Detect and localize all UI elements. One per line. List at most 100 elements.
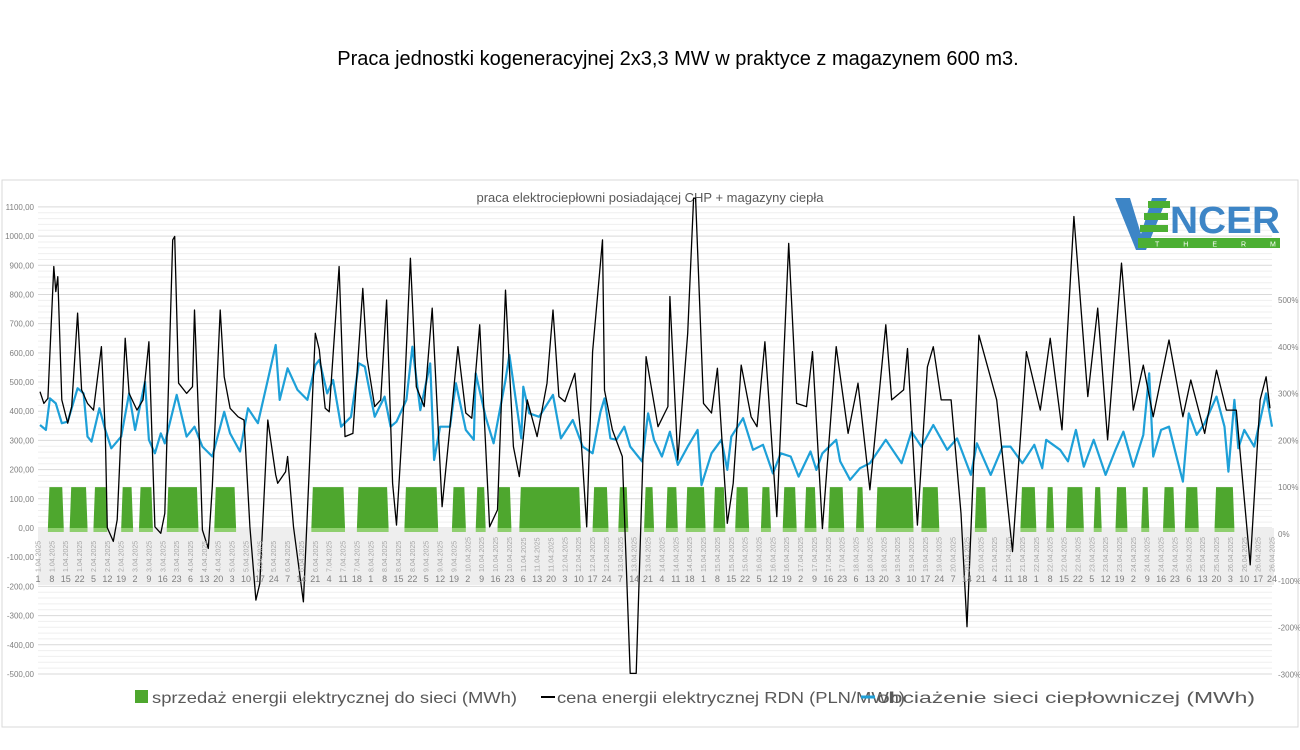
x-hour-label: 20: [546, 574, 556, 584]
sales-block: [1046, 487, 1055, 528]
sales-tick-marks: [665, 528, 678, 532]
legend-item-price[interactable]: cena energii elektrycznej RDN (PLN/MWh): [541, 690, 905, 707]
x-date-label: 11.04.2025: [549, 537, 556, 572]
x-hour-label: 19: [1114, 574, 1124, 584]
sales-block: [1115, 487, 1128, 528]
x-hour-label: 6: [188, 574, 193, 584]
sales-tick-marks: [451, 528, 466, 532]
sales-tick-marks: [214, 528, 237, 532]
x-date-label: 19.04.2025: [909, 537, 916, 572]
x-hour-label: 23: [1170, 574, 1180, 584]
x-date-label: 22.04.2025: [1075, 537, 1082, 572]
sales-block: [451, 487, 466, 528]
y-left-tick-label: 700,00: [10, 320, 35, 329]
sales-block: [856, 487, 864, 528]
sales-tick-marks: [69, 528, 88, 532]
sales-tick-marks: [804, 528, 817, 532]
x-date-label: 2.04.2025: [119, 541, 126, 572]
x-hour-label: 14: [296, 574, 306, 584]
y-right-tick-label: 0%: [1278, 530, 1290, 539]
x-date-label: 2.04.2025: [91, 541, 98, 572]
sales-block: [69, 487, 88, 528]
x-hour-label: 10: [241, 574, 251, 584]
x-hour-label: 8: [382, 574, 387, 584]
x-date-label: 22.04.2025: [1062, 537, 1069, 572]
x-date-label: 23.04.2025: [1089, 537, 1096, 572]
x-hour-label: 12: [435, 574, 445, 584]
x-hour-label: 9: [479, 574, 484, 584]
sales-block: [214, 487, 237, 528]
x-date-label: 26.04.2025: [1242, 537, 1249, 572]
y-left-tick-label: -500,00: [7, 670, 35, 679]
x-hour-label: 11: [338, 574, 347, 584]
sales-tick-marks: [1093, 528, 1102, 532]
x-hour-label: 9: [146, 574, 151, 584]
x-date-label: 18.04.2025: [854, 537, 861, 572]
y-axis-right: 500% 400% 300% 200% 100% 0% -100% -200% -300%: [1278, 296, 1300, 679]
x-date-label: 22.04.2025: [1034, 537, 1041, 572]
x-date-label: 12.04.2025: [576, 537, 583, 572]
sales-tick-marks: [1115, 528, 1128, 532]
x-date-label: 25.04.2025: [1186, 537, 1193, 572]
x-axis-labels: 1.04.202511.04.202581.04.2025151.04.2025…: [35, 537, 1277, 584]
sales-block: [735, 487, 750, 528]
x-hour-label: 12: [768, 574, 778, 584]
sales-block: [644, 487, 655, 528]
sales-tick-marks: [1214, 528, 1235, 532]
x-hour-label: 22: [740, 574, 750, 584]
sales-tick-marks: [875, 528, 914, 532]
x-hour-label: 13: [199, 574, 209, 584]
x-hour-label: 14: [962, 574, 972, 584]
sales-tick-marks: [1066, 528, 1084, 532]
x-date-label: 8.04.2025: [382, 541, 389, 572]
sales-block: [1163, 487, 1175, 528]
x-hour-label: 23: [837, 574, 847, 584]
legend: sprzedaż energii elektrycznej do sieci (…: [135, 690, 1255, 707]
sales-block: [974, 487, 987, 528]
x-hour-label: 9: [1145, 574, 1150, 584]
x-hour-label: 18: [1017, 574, 1027, 584]
sales-tick-marks: [1020, 528, 1037, 532]
legend-item-heat[interactable]: obciażenie sieci ciepłowniczej (MWh): [861, 690, 1255, 707]
x-date-label: 5.04.2025: [257, 541, 264, 572]
y-right-tick-label: 400%: [1278, 343, 1298, 352]
x-hour-label: 6: [1186, 574, 1191, 584]
legend-item-sales[interactable]: sprzedaż energii elektrycznej do sieci (…: [135, 690, 517, 707]
x-hour-label: 15: [393, 574, 403, 584]
x-hour-label: 6: [521, 574, 526, 584]
sales-block: [121, 487, 134, 528]
x-date-label: 3.04.2025: [174, 541, 181, 572]
y-left-tick-label: 200,00: [10, 466, 35, 475]
x-hour-label: 4: [992, 574, 997, 584]
x-date-label: 14.04.2025: [659, 537, 666, 572]
x-date-label: 24.04.2025: [1172, 537, 1179, 572]
x-date-label: 12.04.2025: [604, 537, 611, 572]
legend-label-price: cena energii elektrycznej RDN (PLN/MWh): [557, 690, 905, 707]
x-date-label: 1.04.2025: [36, 541, 43, 572]
x-date-label: 10.04.2025: [507, 537, 514, 572]
sales-block: [1214, 487, 1235, 528]
x-hour-label: 24: [269, 574, 279, 584]
x-hour-label: 17: [920, 574, 930, 584]
sales-tick-marks: [356, 528, 389, 532]
sales-tick-marks: [139, 528, 153, 532]
x-date-label: 16.04.2025: [784, 537, 791, 572]
x-date-label: 1.04.2025: [63, 541, 70, 572]
x-hour-label: 20: [213, 574, 223, 584]
x-axis-band: [38, 528, 1274, 585]
x-hour-label: 16: [158, 574, 168, 584]
x-date-label: 21.04.2025: [1020, 537, 1027, 572]
y-left-tick-label: -100,00: [7, 553, 35, 562]
x-hour-label: 5: [424, 574, 429, 584]
x-hour-label: 20: [879, 574, 889, 584]
sales-block: [921, 487, 940, 528]
x-date-label: 8.04.2025: [368, 541, 375, 572]
x-date-label: 24.04.2025: [1145, 537, 1152, 572]
x-hour-label: 8: [715, 574, 720, 584]
x-date-label: 22.04.2025: [1048, 537, 1055, 572]
sales-tick-marks: [121, 528, 134, 532]
x-hour-label: 17: [588, 574, 598, 584]
sales-block: [592, 487, 609, 528]
chart-container: praca elektrociepłowni posiadającej CHP …: [1, 179, 1300, 728]
y-left-tick-label: 600,00: [10, 349, 35, 358]
